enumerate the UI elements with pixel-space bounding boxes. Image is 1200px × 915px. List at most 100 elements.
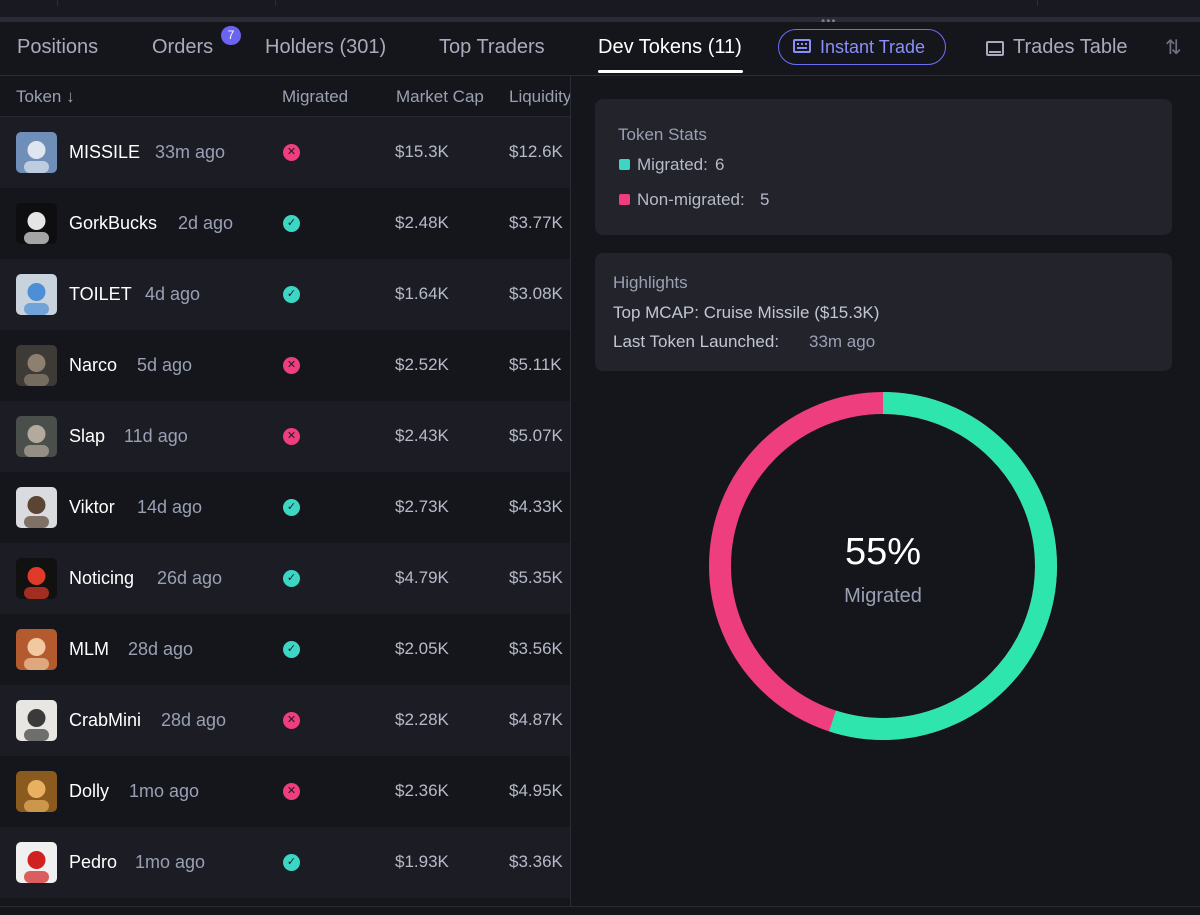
monitor-icon[interactable]: [986, 41, 1004, 56]
migrated-check-icon: ✓: [283, 499, 300, 516]
token-age: 1mo ago: [135, 852, 206, 872]
table-row[interactable]: Noticing 26d ago ✓ $4.79K $5.35K: [0, 543, 570, 614]
token-avatar: [16, 771, 57, 812]
token-age: 26d ago: [157, 568, 223, 588]
token-age: 28d ago: [128, 639, 194, 659]
tab-holders[interactable]: Holders (301): [265, 36, 387, 58]
table-row[interactable]: Viktor 14d ago ✓ $2.73K $4.33K: [0, 472, 570, 543]
token-avatar: [16, 345, 57, 386]
migrated-check-icon: ✓: [283, 215, 300, 232]
header-market-cap[interactable]: Market Cap: [396, 87, 484, 106]
not-migrated-x-icon: ✕: [283, 428, 300, 445]
token-name[interactable]: Viktor: [69, 497, 115, 517]
legend-non-migrated-count: 5: [760, 190, 770, 209]
market-cap-value: $4.79K: [395, 568, 449, 587]
active-tab-indicator: [598, 70, 743, 73]
market-cap-value: $2.36K: [395, 781, 449, 800]
not-migrated-x-icon: ✕: [283, 357, 300, 374]
token-avatar: [16, 203, 57, 244]
token-avatar: [16, 416, 57, 457]
swap-sort-icon[interactable]: ⇅: [1165, 37, 1182, 59]
liquidity-value: $5.35K: [509, 568, 563, 587]
token-name[interactable]: Pedro: [69, 852, 118, 872]
migrated-check-icon: ✓: [283, 570, 300, 587]
instant-trade-button[interactable]: Instant Trade: [778, 29, 946, 65]
token-age: 1mo ago: [129, 781, 200, 801]
market-cap-value: $2.52K: [395, 355, 449, 374]
legend-non-migrated-label: Non-migrated:: [637, 190, 745, 209]
market-cap-value: $1.64K: [395, 284, 449, 303]
token-avatar: [16, 700, 57, 741]
legend-migrated-count: 6: [715, 155, 725, 174]
liquidity-value: $3.08K: [509, 284, 563, 303]
token-avatar: [16, 132, 57, 173]
tab-positions[interactable]: Positions: [17, 36, 99, 58]
market-cap-value: $2.73K: [395, 497, 449, 516]
token-name[interactable]: TOILET: [69, 284, 132, 304]
token-name[interactable]: MLM: [69, 639, 109, 659]
token-name[interactable]: CrabMini: [69, 710, 142, 730]
header-liquidity[interactable]: Liquidity: [509, 87, 572, 106]
liquidity-value: $5.07K: [509, 426, 563, 445]
top-mcap-text: Top MCAP: Cruise Missile ($15.3K): [613, 303, 880, 322]
table-row[interactable]: Narco 5d ago ✕ $2.52K $5.11K: [0, 330, 570, 401]
tab-dev-tokens[interactable]: Dev Tokens (11): [598, 36, 742, 58]
token-age: 11d ago: [124, 426, 188, 446]
table-row[interactable]: Pedro 1mo ago ✓ $1.93K $3.36K: [0, 827, 570, 898]
token-stats-title: Token Stats: [618, 125, 707, 144]
legend-migrated-label: Migrated:: [637, 155, 708, 174]
last-launched-value: 33m ago: [809, 332, 876, 351]
table-header: Token ↓ Migrated Market Cap Liquidity: [0, 76, 572, 117]
liquidity-value: $4.95K: [509, 781, 563, 800]
orders-count-badge: 7: [221, 26, 241, 45]
token-age: 2d ago: [178, 213, 234, 233]
tab-bar: Positions Orders 7 Holders (301) Top Tra…: [0, 22, 1200, 76]
token-avatar: [16, 558, 57, 599]
strip-segment: [275, 0, 1038, 6]
non-migrated-swatch: [619, 194, 630, 205]
donut-percent: 55%: [845, 531, 921, 573]
token-name[interactable]: GorkBucks: [69, 213, 158, 233]
market-cap-value: $2.28K: [395, 710, 449, 729]
strip-segment: [0, 0, 58, 6]
token-name[interactable]: Noticing: [69, 568, 135, 588]
token-name[interactable]: MISSILE: [69, 142, 141, 162]
highlights-title: Highlights: [613, 273, 688, 292]
top-panel-strip: [0, 0, 1200, 18]
market-cap-value: $1.93K: [395, 852, 449, 871]
bottom-border: [0, 906, 1200, 907]
liquidity-value: $3.56K: [509, 639, 563, 658]
donut-segment-migrated: [709, 392, 1057, 740]
last-launched-label: Last Token Launched:: [613, 332, 780, 351]
tab-trades-table[interactable]: Trades Table: [1013, 36, 1128, 58]
market-cap-value: $2.43K: [395, 426, 449, 445]
liquidity-value: $4.87K: [509, 710, 563, 729]
table-row[interactable]: MISSILE 33m ago ✕ $15.3K $12.6K: [0, 117, 570, 188]
token-name[interactable]: Narco: [69, 355, 118, 375]
tab-orders[interactable]: Orders: [152, 36, 214, 58]
tab-top-traders[interactable]: Top Traders: [439, 36, 545, 58]
table-row[interactable]: MLM 28d ago ✓ $2.05K $3.56K: [0, 614, 570, 685]
table-row[interactable]: TOILET 4d ago ✓ $1.64K $3.08K: [0, 259, 570, 330]
table-row[interactable]: Dolly 1mo ago ✕ $2.36K $4.95K: [0, 756, 570, 827]
liquidity-value: $5.11K: [509, 355, 562, 374]
panel-resize-bar[interactable]: [0, 17, 1200, 22]
token-age: 28d ago: [161, 710, 227, 730]
header-token[interactable]: Token ↓: [16, 87, 75, 106]
donut-label: Migrated: [844, 585, 922, 607]
table-row[interactable]: GorkBucks 2d ago ✓ $2.48K $3.77K: [0, 188, 570, 259]
liquidity-value: $4.33K: [509, 497, 563, 516]
token-stats-card: Token Stats Migrated: 6 Non-migrated: 5: [595, 99, 1172, 235]
table-row[interactable]: Slap 11d ago ✕ $2.43K $5.07K: [0, 401, 570, 472]
strip-segment: [57, 0, 276, 6]
table-row[interactable]: CrabMini 28d ago ✕ $2.28K $4.87K: [0, 685, 570, 756]
token-avatar: [16, 487, 57, 528]
token-name[interactable]: Dolly: [69, 781, 110, 801]
token-avatar: [16, 842, 57, 883]
migrated-check-icon: ✓: [283, 854, 300, 871]
token-name[interactable]: Slap: [69, 426, 106, 446]
header-migrated[interactable]: Migrated: [282, 87, 349, 106]
dev-token-list: MISSILE 33m ago ✕ $15.3K $12.6K GorkBucks 2d a…: [0, 117, 570, 915]
highlights-card: Highlights Top MCAP: Cruise Missile ($15…: [595, 253, 1172, 371]
token-age: 14d ago: [137, 497, 203, 517]
